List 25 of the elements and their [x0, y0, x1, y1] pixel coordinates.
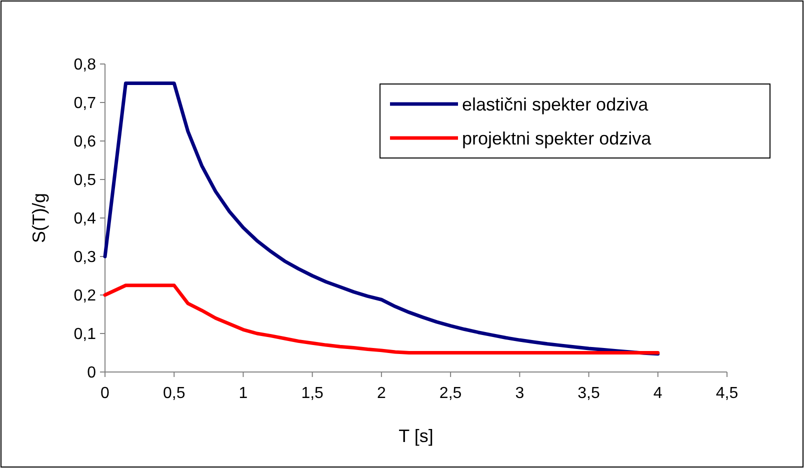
y-tick-label: 0,5: [74, 172, 96, 190]
x-tick-label: 3,5: [578, 385, 600, 402]
legend-label: elastični spekter odziva: [462, 94, 650, 114]
x-tick-label: 4,5: [716, 385, 738, 402]
x-tick-label: 0: [100, 385, 110, 402]
y-tick-label: 0: [87, 364, 96, 382]
x-tick-label: 1,5: [301, 385, 324, 402]
x-tick-label: 4: [653, 385, 662, 402]
x-tick-label: 3: [515, 385, 524, 402]
legend-label: projektni spekter odziva: [462, 128, 652, 148]
y-tick-label: 0,7: [74, 95, 96, 112]
y-tick-label: 0,6: [74, 134, 96, 151]
x-tick-label: 1: [238, 385, 248, 402]
line-series: [103, 284, 660, 354]
y-tick-label: 0,1: [74, 326, 96, 344]
y-axis-title: S(T)/g: [29, 192, 49, 244]
x-tick-label: 2: [376, 385, 386, 402]
line-series: [103, 82, 660, 356]
y-tick-label: 0,2: [74, 288, 96, 305]
y-tick-label: 0,8: [74, 56, 96, 74]
x-axis-title: T [s]: [398, 426, 434, 446]
x-tick-label: 2,5: [439, 385, 462, 402]
x-tick-label: 0,5: [162, 385, 186, 402]
y-tick-label: 0,4: [74, 210, 96, 228]
y-tick-label: 0,3: [74, 249, 96, 266]
